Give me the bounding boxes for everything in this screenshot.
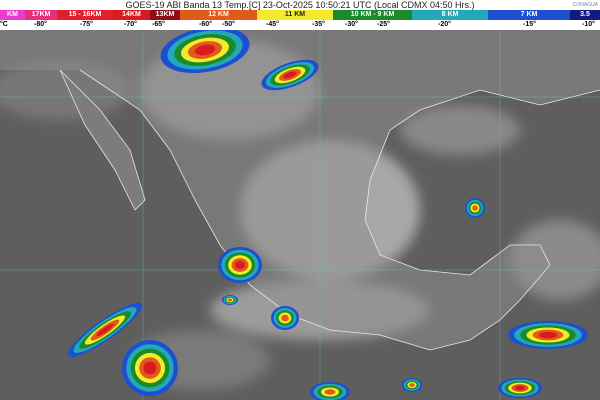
scale-segment: 3.5 <box>570 10 600 20</box>
scale-segment: 13KM <box>150 10 180 20</box>
storm-cell-band <box>96 323 114 337</box>
temp-label: -80° <box>34 21 47 28</box>
scale-segment: 17KM <box>25 10 57 20</box>
temp-label: -70° <box>124 21 137 28</box>
scale-segment: 12 KM <box>180 10 257 20</box>
storm-cell <box>218 247 262 283</box>
landmass <box>0 30 600 350</box>
scale-segment: 7 KM <box>488 10 570 20</box>
graticule <box>0 30 600 400</box>
storm-cell <box>160 30 250 74</box>
storm-cell <box>261 59 319 91</box>
storm-cell-band <box>143 361 157 375</box>
scale-segment: 15 - 16KM <box>57 10 113 20</box>
temp-label: -35° <box>312 21 325 28</box>
scale-segment: 11 KM <box>257 10 333 20</box>
temp-label: °C <box>0 21 8 28</box>
storm-cell <box>465 198 485 218</box>
storm-cell <box>67 302 143 358</box>
storm-cell <box>122 340 178 396</box>
temp-label: -50° <box>222 21 235 28</box>
temperature-scale: °C -80° -75° -70° -65° -60° -50° -45° -3… <box>0 20 600 30</box>
temp-label: -75° <box>80 21 93 28</box>
scale-segment: 10 KM - 9 KM <box>333 10 412 20</box>
storm-cell-band <box>194 44 216 56</box>
storm-cell-band <box>409 383 415 387</box>
storm-cell-band <box>281 314 289 322</box>
temp-label: -30° <box>345 21 358 28</box>
temp-label: -20° <box>438 21 451 28</box>
storm-cell <box>402 378 422 392</box>
temp-label: -60° <box>199 21 212 28</box>
scale-segment: KM <box>0 10 25 20</box>
storm-cell <box>271 306 299 330</box>
storm-cell-band <box>283 71 297 79</box>
storm-cell-band <box>324 389 336 395</box>
conagua-logo: CONAGUA <box>572 1 598 9</box>
storm-cell-band <box>234 260 246 270</box>
storm-cell <box>498 378 542 398</box>
storm-cells <box>67 30 588 400</box>
temp-label: -25° <box>377 21 390 28</box>
temp-label: -15° <box>523 21 536 28</box>
storm-cell-band <box>227 298 233 302</box>
baja-california <box>60 70 145 210</box>
storm-cell-band <box>514 385 526 391</box>
scale-segment: 14KM <box>113 10 150 20</box>
storm-cell-band <box>472 205 478 211</box>
storm-cell <box>508 321 588 349</box>
temp-label: -10° <box>582 21 595 28</box>
color-scale-bar: KM 17KM 15 - 16KM 14KM 13KM 12 KM 11 KM … <box>0 10 600 20</box>
storm-cell <box>222 295 238 305</box>
temp-label: -45° <box>266 21 279 28</box>
storm-cell <box>310 382 350 400</box>
scale-segment: 8 KM <box>412 10 488 20</box>
temp-label: -65° <box>152 21 165 28</box>
storm-cell-band <box>538 331 558 339</box>
infrared-map <box>0 30 600 400</box>
image-title: GOES-19 ABI Banda 13 Temp.[C] 23-Oct-202… <box>0 0 600 10</box>
